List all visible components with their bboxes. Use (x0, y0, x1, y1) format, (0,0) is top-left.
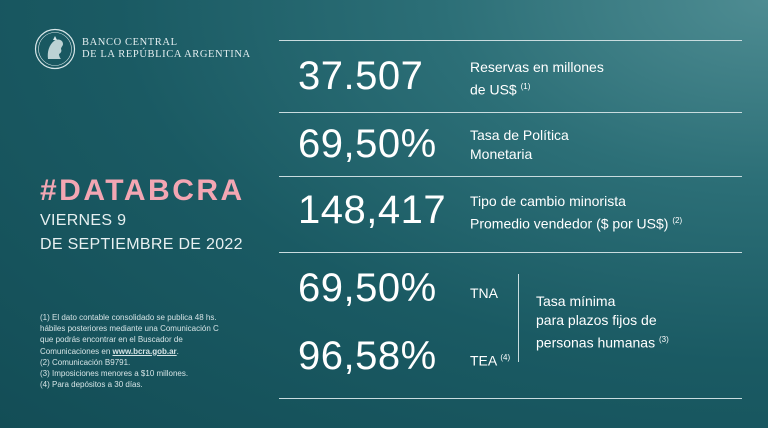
tea-label-text: TEA (470, 352, 497, 369)
reserves-label-line1: Reservas en millones (470, 59, 604, 75)
fixed-term-line1: Tasa mínima (536, 293, 616, 309)
footnote-1c: que podrás encontrar en el Buscador de (40, 335, 183, 345)
exchange-rate-label: Tipo de cambio minorista Promedio vended… (470, 192, 682, 234)
policy-rate-label-line2: Monetaria (470, 146, 533, 162)
hashtag-title: #DATABCRA (40, 174, 245, 207)
divider-1 (279, 112, 742, 113)
policy-rate-value: 69,50% (298, 122, 437, 166)
tna-label: TNA (470, 285, 498, 301)
footnote-1d: Comunicaciones en www.bcra.gob.ar. (40, 346, 260, 357)
reserves-note: (1) (520, 82, 531, 91)
footnote-3: (3) Imposiciones menores a $10 millones. (40, 369, 189, 379)
date-weekday: VIERNES 9 (40, 212, 127, 229)
exchange-rate-label-line1: Tipo de cambio minorista (470, 193, 626, 209)
footnote-4: (4) Para depósitos a 30 días. (40, 380, 143, 390)
divider-top (279, 40, 742, 41)
fixed-term-line3-text: personas humanas (536, 334, 656, 351)
footnote-2: (2) Comunicación B9791. (40, 357, 131, 367)
tea-label: TEA (4) (470, 348, 510, 371)
tea-note: (4) (500, 353, 511, 362)
tea-value: 96,58% (298, 334, 437, 378)
footnotes: (1) El dato contable consolidado se publ… (40, 312, 260, 390)
policy-rate-label-line1: Tasa de Política (470, 127, 569, 143)
footnote-1b: hábiles posteriores mediante una Comunic… (40, 324, 219, 334)
exchange-rate-value: 148,417 (298, 188, 447, 232)
date-full: DE SEPTIEMBRE DE 2022 (40, 236, 243, 253)
footnote-1d-text: Comunicaciones en (40, 346, 111, 356)
fixed-term-note: (3) (658, 335, 669, 344)
bcra-logo: BANCO CENTRAL DE LA REPÚBLICA ARGENTINA (34, 28, 251, 70)
reserves-label-text: de US$ (470, 81, 517, 98)
fixed-term-line3: personas humanas (3) (536, 330, 669, 353)
exchange-rate-label-line2: Promedio vendedor ($ por US$) (2) (470, 211, 682, 234)
reserves-label-line2: de US$ (1) (470, 77, 604, 100)
brand-line1: BANCO CENTRAL (82, 37, 178, 48)
footnote-1a: (1) El dato contable consolidado se publ… (40, 313, 217, 322)
reserves-label: Reservas en millones de US$ (1) (470, 58, 604, 100)
exchange-rate-label-text: Promedio vendedor ($ por US$) (470, 215, 669, 232)
brand-line2: DE LA REPÚBLICA ARGENTINA (82, 49, 251, 60)
divider-3 (279, 252, 742, 253)
fixed-term-line2: para plazos fijos de (536, 312, 657, 328)
tna-value: 69,50% (298, 266, 437, 310)
divider-2 (279, 176, 742, 177)
reserves-value: 37.507 (298, 54, 424, 98)
bcra-seal-icon (34, 28, 76, 70)
tna-tea-separator (518, 274, 519, 362)
fixed-term-label: Tasa mínima para plazos fijos de persona… (536, 292, 669, 353)
brand-text: BANCO CENTRAL DE LA REPÚBLICA ARGENTINA (82, 37, 251, 61)
divider-bottom (279, 398, 742, 399)
footnote-1-end: . (176, 346, 179, 356)
exchange-rate-note: (2) (672, 216, 683, 225)
policy-rate-label: Tasa de Política Monetaria (470, 126, 569, 164)
bcra-website-link[interactable]: www.bcra.gob.ar (112, 346, 177, 356)
